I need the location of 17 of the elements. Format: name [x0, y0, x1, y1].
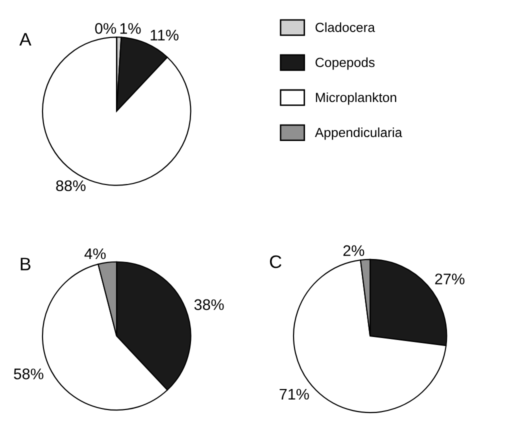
legend-label: Cladocera — [316, 22, 376, 32]
data-label: 38% — [194, 299, 224, 310]
data-label: 1% — [120, 23, 141, 34]
chart-title: C — [270, 255, 282, 268]
legend-label: Microplankton — [316, 92, 396, 105]
data-label: 58% — [14, 368, 44, 380]
legend-label: Appendicularia — [314, 127, 402, 140]
text: A — [19, 33, 32, 46]
data-label: 2% — [343, 245, 364, 256]
data-label: 27% — [435, 274, 464, 284]
data-label: 88% — [56, 180, 86, 192]
data-label: 11% — [150, 30, 178, 40]
data-label: 4% — [84, 248, 106, 260]
text: 0% — [95, 23, 116, 34]
legend-label: Copepods — [316, 57, 375, 70]
chart-title: B — [20, 258, 30, 270]
data-label: 71% — [280, 388, 309, 400]
